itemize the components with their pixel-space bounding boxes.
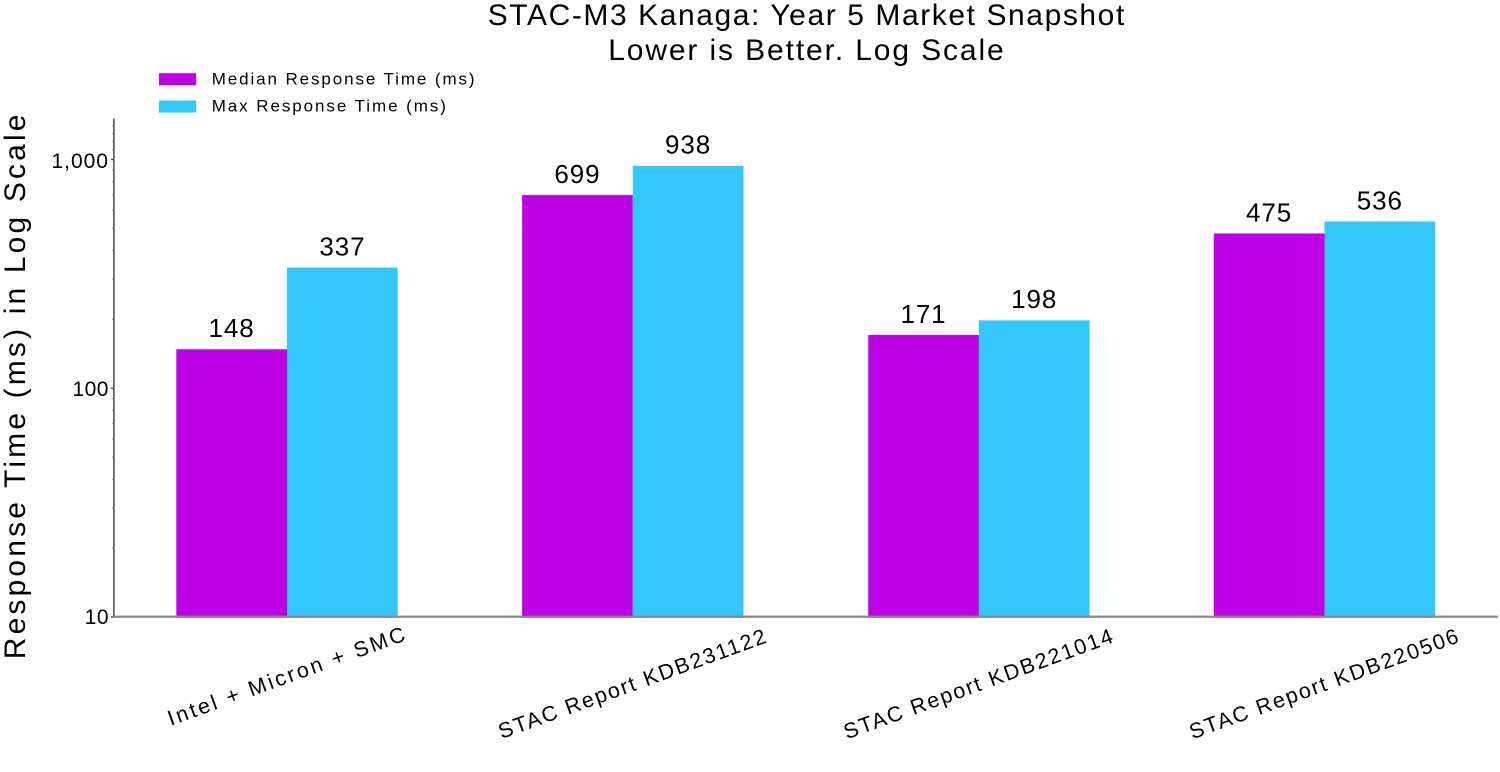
- svg-text:100: 100: [72, 378, 109, 401]
- svg-text:171: 171: [900, 299, 946, 329]
- svg-text:Max Response Time (ms): Max Response Time (ms): [212, 97, 448, 116]
- svg-text:Median Response Time (ms): Median Response Time (ms): [212, 69, 477, 88]
- svg-text:STAC-M3 Kanaga: Year 5 Market: STAC-M3 Kanaga: Year 5 Market Snapshot: [488, 0, 1126, 32]
- svg-text:198: 198: [1011, 284, 1057, 314]
- svg-text:536: 536: [1357, 185, 1403, 215]
- svg-text:938: 938: [665, 130, 711, 160]
- svg-text:148: 148: [209, 313, 255, 343]
- svg-text:Response Time (ms) in Log Scal: Response Time (ms) in Log Scale: [0, 111, 32, 659]
- svg-text:10: 10: [85, 606, 109, 629]
- svg-text:337: 337: [319, 231, 365, 261]
- svg-text:1,000: 1,000: [51, 150, 109, 173]
- svg-text:Lower is Better. Log Scale: Lower is Better. Log Scale: [608, 34, 1005, 67]
- svg-text:699: 699: [554, 159, 600, 189]
- svg-text:475: 475: [1246, 197, 1292, 227]
